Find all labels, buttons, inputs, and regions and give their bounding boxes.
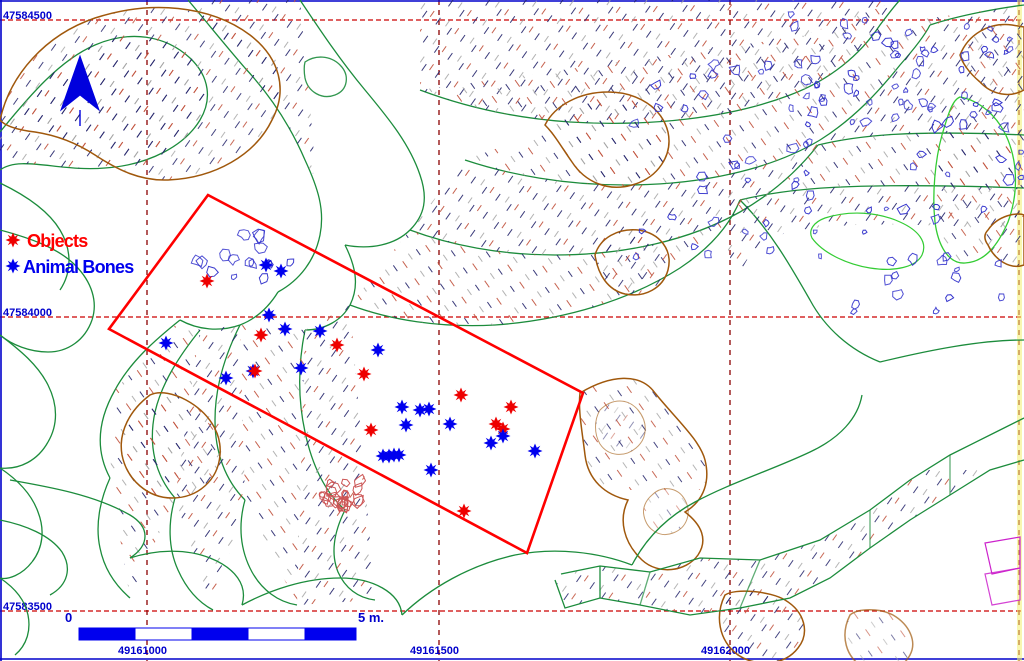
svg-text:49161000: 49161000: [118, 645, 167, 657]
svg-text:0: 0: [65, 610, 72, 625]
svg-text:Objects: Objects: [27, 231, 88, 251]
svg-text:Animal Bones: Animal Bones: [23, 257, 134, 277]
svg-text:5 m.: 5 m.: [358, 610, 384, 625]
svg-text:47584500: 47584500: [3, 10, 52, 22]
svg-text:49161500: 49161500: [410, 645, 459, 657]
